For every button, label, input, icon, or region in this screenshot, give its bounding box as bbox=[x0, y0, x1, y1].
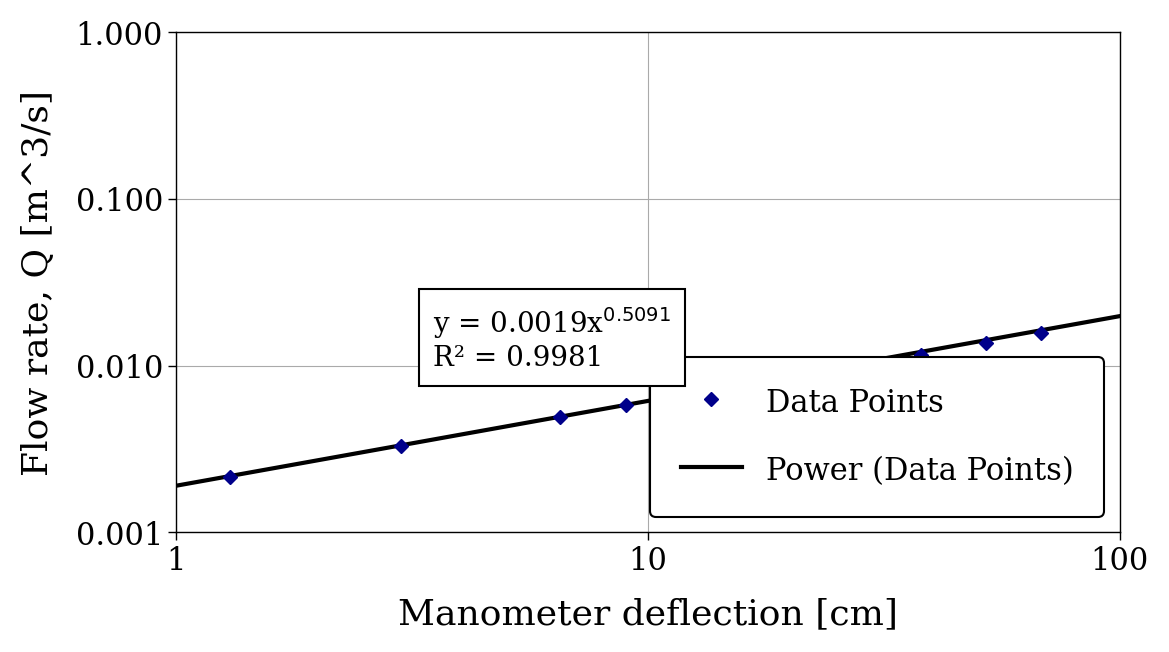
Data Points bbox=[223, 473, 237, 481]
Power (Data Points) bbox=[942, 343, 956, 351]
Data Points bbox=[394, 442, 408, 450]
Power (Data Points) bbox=[623, 400, 637, 408]
Power (Data Points) bbox=[1112, 312, 1126, 320]
Data Points bbox=[914, 351, 928, 359]
Data Points bbox=[620, 401, 634, 409]
X-axis label: Manometer deflection [cm]: Manometer deflection [cm] bbox=[397, 597, 898, 631]
Text: y = 0.0019x$^{0.5091}$
R² = 0.9981: y = 0.0019x$^{0.5091}$ R² = 0.9981 bbox=[433, 304, 671, 372]
Power (Data Points) bbox=[617, 402, 631, 409]
Data Points bbox=[978, 340, 992, 348]
Power (Data Points) bbox=[170, 482, 184, 490]
Line: Data Points: Data Points bbox=[224, 329, 1045, 482]
Data Points bbox=[694, 389, 708, 396]
Y-axis label: Flow rate, Q [m^3/s]: Flow rate, Q [m^3/s] bbox=[21, 89, 55, 475]
Data Points bbox=[1033, 330, 1047, 338]
Data Points bbox=[802, 370, 816, 378]
Power (Data Points) bbox=[1090, 316, 1104, 324]
Power (Data Points) bbox=[679, 390, 693, 398]
Data Points bbox=[851, 362, 865, 370]
Legend: Data Points, Power (Data Points): Data Points, Power (Data Points) bbox=[650, 357, 1104, 517]
Data Points bbox=[553, 413, 567, 421]
Power (Data Points) bbox=[731, 381, 745, 389]
Line: Power (Data Points): Power (Data Points) bbox=[177, 316, 1119, 486]
Data Points bbox=[749, 379, 763, 387]
